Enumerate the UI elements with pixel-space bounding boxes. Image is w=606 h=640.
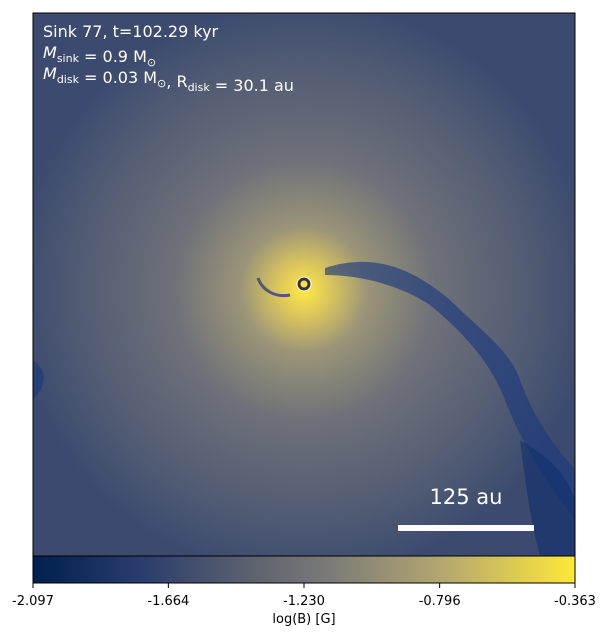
subscript: disk [188, 81, 211, 94]
text-segment: Sink 77, t=102.29 kyr [43, 22, 219, 41]
text-segment: = 30.1 au [210, 76, 294, 95]
colorbar-label: log(B) [G] [272, 612, 335, 627]
field-map [33, 13, 575, 556]
colorbar-tick-label: -0.363 [554, 594, 596, 609]
colorbar [32, 555, 576, 584]
subscript: disk [57, 73, 80, 86]
colorbar-tick-label: -2.097 [12, 594, 54, 609]
scale-bar-label: 125 au [430, 485, 503, 509]
text-segment: M [43, 43, 57, 62]
scale-bar [398, 525, 534, 531]
text-segment: = 0.9 M [79, 47, 147, 66]
text-segment: = 0.03 M [79, 68, 157, 87]
subscript: ⊙ [147, 56, 156, 69]
sink-marker [297, 277, 311, 291]
subscript: ⊙ [157, 77, 166, 90]
annotation-line: Sink 77, t=102.29 kyr [43, 22, 219, 41]
annotation-line: Mdisk = 0.03 M⊙, Rdisk = 30.1 au [43, 64, 294, 95]
colorbar-tick-label: -1.230 [283, 594, 325, 609]
colorbar-tick-label: -1.664 [147, 594, 189, 609]
colorbar-tick-label: -0.796 [419, 594, 461, 609]
text-segment: , R [166, 72, 187, 91]
colorbar-ticks: -2.097 -1.664 -1.230 -0.796 -0.363 [12, 583, 596, 609]
subscript: sink [57, 52, 80, 65]
sink-marker-ring [296, 276, 312, 292]
text-segment: M [43, 64, 57, 83]
annotation-line: Msink = 0.9 M⊙ [43, 43, 156, 69]
